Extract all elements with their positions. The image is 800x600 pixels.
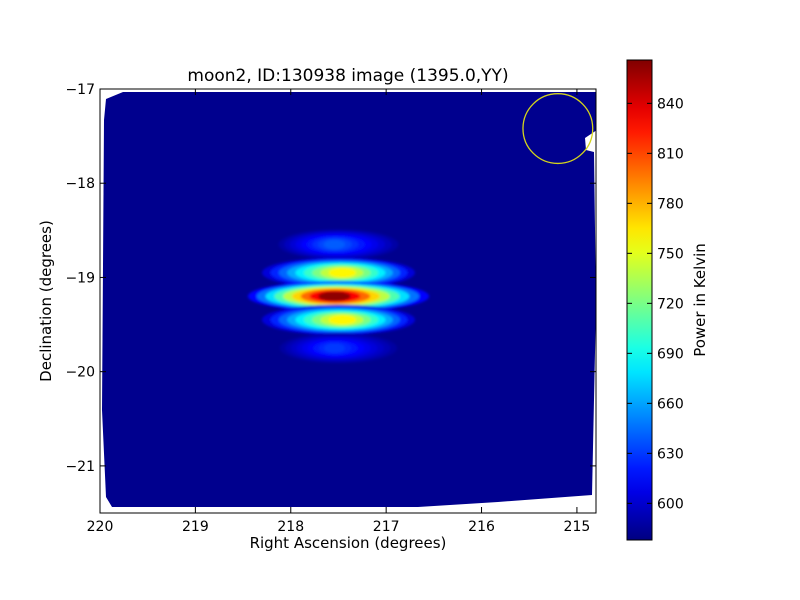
x-tick-label: 216 — [468, 519, 495, 535]
x-tick-label: 215 — [564, 519, 591, 535]
colorbar-frame — [626, 59, 653, 541]
fringe-band-3-level-9 — [318, 291, 351, 301]
x-tick-label: 217 — [373, 519, 400, 535]
plot-area — [100, 89, 596, 513]
colorbar-tick-label: 780 — [657, 196, 684, 212]
colorbar-tick-label: 720 — [657, 296, 684, 312]
y-tick-label: −17 — [65, 82, 95, 98]
colorbar-tick-label: 810 — [657, 146, 684, 162]
y-tick-label: −19 — [65, 270, 95, 286]
y-axis-ticks: −17 −18 −19 −20 −21 — [65, 82, 596, 475]
fringe-band-4-level-9 — [328, 315, 357, 325]
colorbar-tick-label: 750 — [657, 246, 684, 262]
x-tick-label: 218 — [277, 519, 304, 535]
colorbar-tick-label: 660 — [657, 396, 684, 412]
colorbar-tick-label: 630 — [657, 446, 684, 462]
fringe-band-1-level-9 — [323, 239, 346, 250]
y-tick-label: −20 — [65, 365, 95, 381]
colorbar-gradient — [627, 60, 652, 540]
sky-coverage — [102, 92, 596, 507]
chart-title: moon2, ID:130938 image (1395.0,YY) — [187, 66, 508, 86]
y-tick-label: −21 — [65, 459, 95, 475]
fringe-band-5-level-9 — [323, 343, 345, 353]
x-tick-label: 219 — [182, 519, 209, 535]
source-fringes — [247, 229, 430, 364]
x-axis-label: Right Ascension (degrees) — [250, 534, 447, 552]
colorbar-tick-label: 690 — [657, 346, 684, 362]
y-tick-label: −18 — [65, 176, 95, 192]
x-axis-ticks: 220 219 218 217 216 215 — [87, 89, 591, 535]
colorbar-ticks: 600 630 660 690 720 750 780 810 840 — [627, 96, 684, 512]
colorbar: 600 630 660 690 720 750 780 810 840 Power in Kel… — [626, 59, 709, 541]
circle-annotation — [522, 93, 594, 165]
colorbar-tick-label: 600 — [657, 496, 684, 512]
fringe-band-2-level-9 — [328, 268, 357, 278]
y-axis-label: Declination (degrees) — [37, 220, 55, 382]
plot-frame — [99, 88, 597, 514]
x-tick-label: 220 — [87, 519, 114, 535]
colorbar-tick-label: 840 — [657, 96, 684, 112]
colorbar-label: Power in Kelvin — [691, 243, 709, 357]
